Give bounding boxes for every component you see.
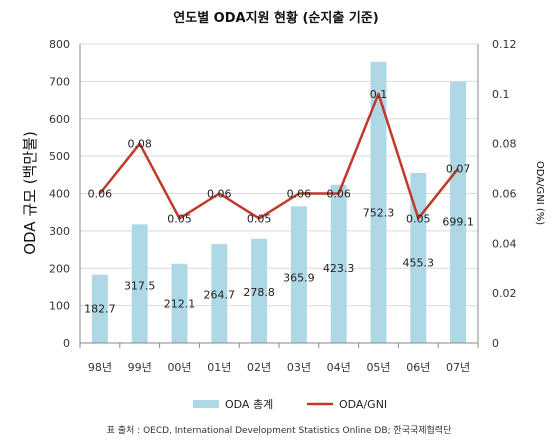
legend: ODA 총계 ODA/GNI	[193, 398, 387, 411]
line-value-label: 0.06	[207, 188, 232, 201]
line-value-label: 0.1	[370, 88, 388, 101]
bar-value-label: 365.9	[283, 271, 315, 284]
bar-series	[91, 61, 467, 344]
y-axis-right-label: ODA/GNI (%)	[534, 161, 545, 225]
bar-value-label: 423.3	[323, 262, 355, 275]
data-labels: 182.7 317.5 212.1 264.7 278.8 365.9 423.3 752.3…	[84, 88, 474, 315]
y-left-tick-label: 200	[49, 262, 70, 275]
bar	[370, 61, 387, 343]
x-tick-label: 99년	[128, 361, 152, 374]
bar	[171, 263, 188, 343]
bar-value-label: 264.7	[204, 288, 236, 301]
y-left-tick-label: 100	[49, 300, 70, 313]
line-value-label: 0.06	[326, 188, 351, 201]
axes: 0 100 200 300 400 500 600 700 800 0 0.02 0.04 0.06 0.…	[49, 38, 517, 374]
bar-value-label: 699.1	[442, 215, 474, 228]
y-left-tick-label: 700	[49, 75, 70, 88]
y-left-tick-label: 0	[63, 337, 70, 350]
x-tick-label: 00년	[167, 361, 191, 374]
bar-value-label: 212.1	[164, 297, 196, 310]
bar	[251, 238, 268, 343]
bar-value-label: 317.5	[124, 280, 156, 293]
y-left-tick-label: 800	[49, 38, 70, 51]
line-value-label: 0.05	[406, 212, 431, 225]
y-left-tick-label: 400	[49, 188, 70, 201]
line-value-label: 0.07	[446, 163, 471, 176]
line-value-label: 0.06	[287, 188, 312, 201]
legend-bar-swatch	[193, 400, 219, 408]
y-left-tick-label: 600	[49, 113, 70, 126]
y-right-tick-label: 0.08	[492, 138, 517, 151]
line-value-label: 0.05	[167, 212, 192, 225]
line-value-label: 0.05	[247, 212, 272, 225]
source-note: 표 출처 : OECD, International Development S…	[107, 424, 452, 436]
legend-line-label: ODA/GNI	[339, 398, 387, 411]
bar	[330, 184, 347, 343]
y-right-tick-label: 0.02	[492, 287, 517, 300]
bar-value-label: 278.8	[243, 286, 275, 299]
chart-title: 연도별 ODA지원 현황 (순지출 기준)	[173, 10, 378, 26]
legend-bar-label: ODA 총계	[225, 398, 273, 411]
y-axis-left-label: ODA 규모 (백만불)	[21, 131, 39, 255]
bar-value-label: 182.7	[84, 302, 116, 315]
x-tick-label: 05년	[366, 361, 390, 374]
x-tick-label: 01년	[207, 361, 231, 374]
x-tick-label: 02년	[247, 361, 271, 374]
line-value-label: 0.06	[88, 188, 113, 201]
x-tick-label: 07년	[446, 361, 470, 374]
bar-value-label: 455.3	[403, 256, 435, 269]
x-tick-label: 06년	[406, 361, 430, 374]
y-right-tick-label: 0	[492, 337, 499, 350]
y-left-tick-label: 300	[49, 225, 70, 238]
bar	[131, 224, 148, 343]
bar	[450, 81, 467, 344]
line-value-label: 0.08	[127, 138, 152, 151]
y-right-tick-label: 0.12	[492, 38, 517, 51]
line-series	[98, 92, 460, 220]
x-tick-label: 03년	[287, 361, 311, 374]
y-right-tick-label: 0.1	[492, 88, 510, 101]
bar-value-label: 752.3	[363, 206, 395, 219]
y-right-tick-label: 0.04	[492, 237, 517, 250]
x-tick-label: 98년	[88, 361, 112, 374]
bar	[211, 244, 228, 343]
y-left-tick-label: 500	[49, 150, 70, 163]
oda-gni-line	[98, 92, 460, 220]
x-tick-label: 04년	[327, 361, 351, 374]
y-right-tick-label: 0.06	[492, 188, 517, 201]
bar	[290, 206, 307, 343]
bar	[91, 274, 108, 343]
